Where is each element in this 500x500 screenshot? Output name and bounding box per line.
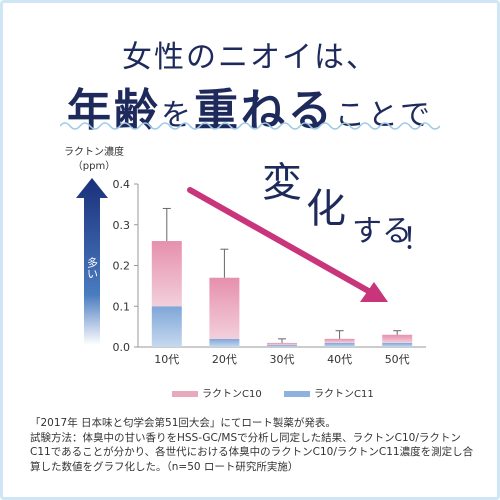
callout-suru: する (352, 214, 412, 249)
x-tick-label: 20代 (212, 353, 237, 366)
y-axis-label-line1: ラクトン濃度 (64, 147, 124, 158)
footnote: 「2017年 日本味と匂学会第51回大会」にてロート製薬が発表。 試験方法：体臭… (30, 416, 480, 474)
bar-c11 (209, 338, 240, 347)
legend-item-c10: ラクトンC10 (172, 385, 262, 400)
callout-hen: 変 (262, 160, 302, 206)
x-tick-label: 50代 (385, 353, 410, 366)
callout-exclaim: ！ (402, 222, 432, 257)
footnote-line4: 算した数値をグラフ化した。（n=50 ロート研究所実施） (30, 460, 299, 473)
trend-arrow-head (360, 282, 388, 302)
bar-c11 (324, 342, 355, 347)
y-axis-label-line2: （ppm） (72, 161, 116, 172)
bar-c10 (324, 338, 355, 343)
more-arrow-label: 多い (86, 256, 99, 279)
wave-divider (60, 122, 440, 130)
headline-word-kasaneru: 重ねる (193, 85, 335, 136)
legend-item-c11: ラクトンC11 (284, 385, 374, 400)
y-axis-label: ラクトン濃度 （ppm） (64, 146, 124, 174)
more-arrow-icon (76, 178, 108, 345)
bar-c11 (151, 306, 182, 347)
footnote-line1: 「2017年 日本味と匂学会第51回大会」にてロート製薬が発表。 (30, 417, 336, 429)
y-tick-label: 0.3 (113, 219, 131, 232)
headline-line2: 年齢を重ねることで (0, 74, 500, 138)
headline-line1: 女性のニオイは、 (122, 40, 378, 75)
legend-swatch-c11 (284, 391, 310, 397)
trend-arrow-line (187, 187, 375, 296)
bar-c11 (382, 342, 413, 347)
bar-c11 (267, 344, 297, 347)
y-tick-label: 0.0 (113, 341, 131, 354)
callout-ka: 化 (306, 186, 346, 232)
legend-label-c11: ラクトンC11 (314, 389, 374, 400)
legend-swatch-c10 (172, 391, 198, 397)
bar-c10 (382, 334, 413, 343)
y-tick-label: 0.1 (113, 300, 131, 313)
y-tick-label: 0.2 (113, 260, 131, 273)
x-tick-label: 40代 (327, 353, 352, 366)
y-tick-label: 0.4 (113, 178, 131, 191)
footnote-line2: 試験方法：体臭中の甘い香りをHSS-GC/MSで分析し同定した結果、ラクトンC1… (30, 431, 461, 444)
bar-c10 (151, 241, 182, 307)
x-tick-label: 30代 (270, 353, 295, 366)
x-tick-label: 10代 (154, 353, 179, 366)
bar-c10 (209, 277, 240, 339)
footnote-line3: C11であることが分かり、各世代における体臭中のラクトンC10/ラクトンC11濃… (30, 446, 474, 458)
legend-label-c10: ラクトンC10 (202, 389, 262, 400)
bar-c10 (267, 342, 297, 345)
headline-particle-wo: を (160, 98, 194, 133)
